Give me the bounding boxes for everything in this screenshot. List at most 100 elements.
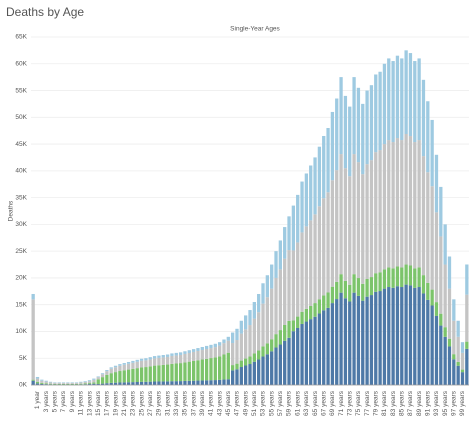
bar-segment <box>226 352 230 380</box>
bar-segment <box>187 380 191 385</box>
bar-segment <box>105 383 109 385</box>
bar-segment <box>66 383 70 385</box>
bar-segment <box>374 291 378 385</box>
bar-segment <box>335 98 339 171</box>
bar-segment <box>209 348 213 359</box>
bar-segment <box>287 320 291 338</box>
bar-segment <box>105 370 109 372</box>
bar-segment <box>426 101 430 173</box>
bar-segment <box>217 345 222 357</box>
x-tick-label: 89 years <box>416 390 423 416</box>
bar-segment <box>126 361 131 364</box>
bar-segment <box>113 382 118 385</box>
bar-segment <box>326 292 330 308</box>
bar-segment <box>265 354 269 385</box>
bar-segment <box>274 251 278 278</box>
bar-segment <box>460 372 465 385</box>
x-tick-label: 33 years <box>173 390 180 416</box>
bar-segment <box>70 382 74 383</box>
y-tick-label: 60K <box>15 60 27 67</box>
bar-segment <box>387 140 391 268</box>
bar-segment <box>352 154 356 275</box>
bar-segment <box>200 380 204 385</box>
bar-segment <box>66 382 70 383</box>
bar-segment <box>313 303 317 317</box>
bar-segment <box>434 302 439 316</box>
bar-segment <box>434 212 439 303</box>
bar-segment <box>430 119 434 187</box>
bar-segment <box>100 374 105 378</box>
bar-segment <box>204 349 209 359</box>
y-tick-label: 25K <box>15 248 27 255</box>
bar-segment <box>313 214 317 304</box>
bar-segment <box>369 295 374 385</box>
bar-segment <box>144 367 148 382</box>
bar-segment <box>265 275 269 298</box>
bar-segment <box>152 365 157 382</box>
bar-segment <box>109 382 113 385</box>
bar-segment <box>330 286 335 304</box>
bar-segment <box>278 269 283 331</box>
bar-segment <box>161 355 165 358</box>
bar-segment <box>313 316 317 385</box>
bar-segment <box>248 325 252 357</box>
bar-segment <box>343 298 348 385</box>
bar-segment <box>261 346 265 357</box>
y-axis-label: Deaths <box>8 200 15 221</box>
x-tick-label: 19 years <box>112 390 119 416</box>
bar-segment <box>283 324 287 341</box>
bar-segment <box>452 359 456 385</box>
bar-segment <box>296 316 300 328</box>
bar-segment <box>222 354 226 380</box>
y-tick-label: 45K <box>15 141 27 148</box>
bar-segment <box>196 351 200 361</box>
bar-segment <box>304 226 309 309</box>
bar-segment <box>244 315 248 330</box>
bar-segment <box>313 157 317 215</box>
bar-segment <box>122 382 126 385</box>
bar-segment <box>291 250 296 321</box>
bar-segment <box>100 373 105 375</box>
bar-segment <box>317 299 322 314</box>
bar-segment <box>265 343 269 355</box>
bar-segment <box>217 379 222 385</box>
bar-segment <box>191 360 196 381</box>
bar-segment <box>217 356 222 380</box>
bar-segment <box>326 307 330 385</box>
x-tick-label: 21 years <box>121 390 128 416</box>
bar-segment <box>404 264 408 285</box>
bar-segment <box>122 364 126 371</box>
bar-segment <box>174 355 178 364</box>
bar-segment <box>369 85 374 161</box>
y-tick-label: 35K <box>15 194 27 201</box>
bar-segment <box>157 365 161 382</box>
bar-segment <box>261 283 265 304</box>
bar-segment <box>40 382 44 384</box>
bar-segment <box>170 381 174 385</box>
x-tick-label: 49 years <box>242 390 249 416</box>
bar-segment <box>239 333 243 361</box>
bar-segment <box>447 256 452 289</box>
bar-segment <box>439 325 443 385</box>
bar-segment <box>417 58 421 141</box>
bar-segment <box>465 341 469 349</box>
bar-segment <box>374 74 378 153</box>
bar-segment <box>348 301 352 385</box>
bar-segment <box>31 299 35 380</box>
bar-segment <box>87 383 92 385</box>
bar-segment <box>257 312 261 351</box>
bar-segment <box>165 364 170 382</box>
bar-segment <box>395 55 400 139</box>
bar-segment <box>339 274 343 293</box>
bar-segment <box>465 348 469 385</box>
x-tick-label: 5 years <box>52 390 59 412</box>
bar-segment <box>304 173 309 227</box>
bar-segment <box>400 58 404 141</box>
x-tick-label: 3 years <box>43 390 50 412</box>
bar-segment <box>287 337 291 385</box>
bar-segment <box>161 381 165 385</box>
bar-segment <box>465 264 469 295</box>
bar-segment <box>369 160 374 278</box>
bar-segment <box>452 354 456 360</box>
